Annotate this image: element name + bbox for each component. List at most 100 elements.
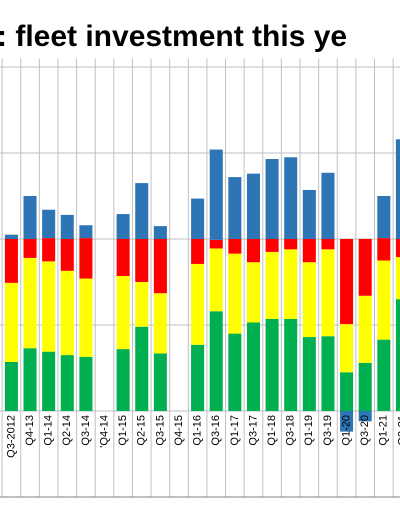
x-tick-label: Q1-18 (266, 415, 278, 446)
x-tick-label: Q3-20 (359, 415, 371, 446)
bar-segment (302, 262, 316, 338)
x-tick-label: Q3-19 (322, 415, 334, 446)
bar-segment (153, 239, 167, 294)
bar-segment (60, 239, 74, 271)
bar-segment (284, 318, 298, 411)
bar-segment (42, 261, 56, 352)
bar-segment (228, 239, 242, 254)
bar-segment (395, 239, 400, 258)
bar-segment (79, 356, 93, 411)
bar-segment (302, 189, 316, 239)
bar-segment (153, 293, 167, 354)
x-tick-label: Q1-19 (303, 415, 315, 446)
bar-segment (377, 260, 391, 340)
bar-segment (321, 249, 335, 337)
bar-segment (358, 362, 372, 411)
bar-segment (340, 239, 354, 325)
bar-segment (377, 196, 391, 239)
bar-segment (246, 322, 260, 411)
bar-segment (153, 226, 167, 239)
x-tick-label: Q1-15 (117, 415, 129, 446)
x-tick-label: Q3-18 (285, 415, 297, 446)
x-tick-label: Q1-17 (229, 415, 241, 446)
bar-segment (42, 351, 56, 411)
x-tick-label: Q3-2012 (5, 415, 17, 458)
bar-segment (358, 239, 372, 296)
bar-segment (79, 278, 93, 357)
bar-segment (265, 239, 279, 252)
bar-segment (246, 262, 260, 323)
bar-segment (377, 339, 391, 411)
x-tick-label: Q2-15 (136, 415, 148, 446)
x-tick-label: Q3-15 (154, 415, 166, 446)
bar-segment (4, 239, 18, 283)
bar-segment (340, 372, 354, 411)
bar-segment (246, 173, 260, 239)
bar-segment (23, 196, 37, 239)
bar-segment (321, 336, 335, 411)
x-tick-label: Q1-21 (378, 415, 390, 446)
bar-segment (321, 239, 335, 250)
bar-segment (4, 234, 18, 239)
bar-segment (79, 225, 93, 239)
chart-title: : fleet investment this ye (0, 20, 347, 53)
bar-segment (153, 353, 167, 411)
bar-segment (116, 239, 130, 276)
bar-segment (191, 263, 205, 345)
bar-segment (23, 239, 37, 258)
bar-segment (377, 238, 391, 261)
x-tick-label: Q1-14 (43, 415, 55, 446)
bar-segment (116, 214, 130, 239)
bar-segment (321, 172, 335, 239)
x-tick-label: Q4-13 (24, 415, 36, 446)
bar-segment (284, 239, 298, 250)
bar-segment (191, 239, 205, 264)
bar-segment (395, 299, 400, 411)
x-tick-label: Q1-16 (192, 415, 204, 446)
bar-segment (228, 333, 242, 411)
bar-segment (4, 282, 18, 362)
bar-segment (42, 209, 56, 239)
bar-segment (265, 318, 279, 411)
bar-segment (395, 257, 400, 300)
bar-segment (4, 361, 18, 411)
bar-segment (135, 239, 149, 282)
bar-segment (191, 198, 205, 239)
bar-segment (60, 355, 74, 411)
x-tick-label: Q1-20 (340, 415, 352, 446)
bar-segment (265, 251, 279, 319)
bar-segment (23, 257, 37, 349)
bar-segment (135, 326, 149, 411)
x-tick-label: Q3-17 (247, 415, 259, 446)
bar-segment (395, 139, 400, 239)
x-tick-label: Q4-15 (173, 415, 185, 446)
bar-segment (302, 239, 316, 263)
bar-segment (228, 253, 242, 334)
bar-segment (209, 248, 223, 312)
bar-segment (228, 177, 242, 239)
bar-segment (209, 149, 223, 240)
x-tick-label: Q3-14 (80, 415, 92, 446)
bar-segment (60, 270, 74, 356)
x-tick-label: 'Q4-14 (98, 415, 110, 448)
bar-segment (23, 348, 37, 411)
bar-segment (209, 239, 223, 249)
bar-segment (116, 275, 130, 350)
bar-segment (135, 183, 149, 239)
bar-segment (265, 159, 279, 239)
bar-segment (60, 214, 74, 239)
x-tick-label: Q3-21 (396, 415, 400, 446)
bar-segment (358, 295, 372, 363)
bar-segment (79, 238, 93, 279)
bar-segment (284, 157, 298, 239)
bar-segment (116, 349, 130, 411)
bar-segment (42, 238, 56, 262)
bar-segment (358, 411, 372, 422)
x-tick-label: Q3-16 (210, 415, 222, 446)
bar-segment (209, 311, 223, 411)
bar-segment (302, 337, 316, 411)
bar-segment (135, 282, 149, 327)
bar-segment (191, 344, 205, 411)
